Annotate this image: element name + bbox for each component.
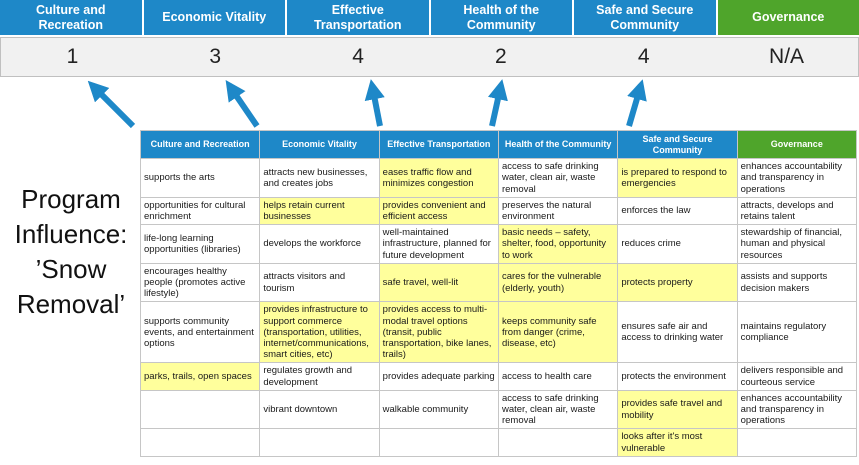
category-banner-cell: Governance [717, 0, 859, 35]
influence-arrow [87, 80, 136, 129]
program-influence-label: Program Influence: ’Snow Removal’ [2, 182, 140, 322]
matrix-row: life-long learning opportunities (librar… [139, 224, 858, 264]
matrix-cell: vibrant downtown [259, 389, 380, 430]
matrix-cell: enforces the law [617, 196, 738, 226]
matrix-column-header: Economic Vitality [259, 129, 380, 160]
matrix-cell: provides infrastructure to support comme… [259, 301, 380, 364]
matrix-cell: cares for the vulnerable (elderly, youth… [497, 262, 619, 303]
matrix-cell: parks, trails, open spaces [139, 362, 261, 391]
matrix-row: supports the arts attracts new businesses… [139, 158, 858, 198]
matrix-cell: opportunities for cultural enrichment [139, 196, 261, 226]
matrix-cell: enhances accountability and transparency… [736, 389, 858, 430]
matrix-row: looks after it's most vulnerable [139, 428, 858, 457]
program-influence-label-line: Removal’ [16, 289, 126, 320]
matrix-cell [497, 428, 619, 457]
matrix-row: opportunities for cultural enrichment hel… [139, 196, 858, 226]
matrix-row: parks, trails, open spaces regulates grow… [139, 362, 858, 391]
matrix-cell [259, 428, 380, 457]
matrix-cell: access to health care [497, 362, 619, 391]
matrix-cell: provides convenient and efficient access [378, 196, 499, 226]
matrix-column-header: Effective Transportation [378, 129, 499, 160]
matrix-cell: supports the arts [139, 158, 261, 198]
score-value: 3 [209, 45, 222, 68]
matrix-cell: provides safe travel and mobility [617, 389, 738, 430]
matrix-column-header: Health of the Community [497, 129, 619, 160]
matrix-cell: reduces crime [617, 224, 738, 264]
matrix-row: encourages healthy people (promotes acti… [139, 262, 858, 303]
score-value: 1 [66, 45, 79, 68]
matrix-cell: encourages healthy people (promotes acti… [139, 262, 261, 303]
matrix-column-header: Governance [736, 129, 858, 160]
matrix-row: vibrant downtown walkable community access… [139, 389, 858, 430]
category-banner: Culture and Recreation Economic Vitality E… [0, 0, 859, 35]
matrix-header-row: Culture and Recreation Economic Vitality E… [139, 129, 858, 160]
matrix-cell [139, 389, 261, 430]
matrix-row: supports community events, and entertain… [139, 301, 858, 364]
matrix-cell: preserves the natural environment [497, 196, 619, 226]
score-band: 1 3 4 2 4 N/A [0, 37, 859, 77]
matrix-cell: helps retain current businesses [259, 196, 380, 226]
score-value: 2 [495, 45, 507, 68]
matrix-cell: delivers responsible and courteous servi… [736, 362, 858, 391]
matrix-column-header: Culture and Recreation [139, 129, 261, 160]
matrix-cell: walkable community [378, 389, 499, 430]
matrix-cell: develops the workforce [259, 224, 380, 264]
matrix-cell: ensures safe air and access to drinking … [617, 301, 738, 364]
matrix-cell: regulates growth and development [259, 362, 380, 391]
matrix-cell: basic needs – safety, shelter, food, opp… [497, 224, 619, 264]
matrix-cell: provides access to multi-modal travel op… [378, 301, 499, 364]
score-value: 4 [352, 45, 364, 68]
influence-arrow [487, 79, 508, 127]
matrix-cell: access to safe drinking water, clean air… [497, 158, 619, 198]
influence-matrix: Culture and Recreation Economic Vitality E… [139, 129, 858, 457]
influence-arrow [364, 79, 385, 127]
matrix-cell [736, 428, 858, 457]
matrix-cell: looks after it's most vulnerable [617, 428, 738, 457]
matrix-cell: attracts new businesses, and creates job… [259, 158, 380, 198]
matrix-cell: eases traffic flow and minimizes congest… [378, 158, 499, 198]
category-banner-cell: Health of the Community [430, 0, 572, 35]
matrix-cell [378, 428, 499, 457]
matrix-cell: provides adequate parking [378, 362, 499, 391]
program-influence-label-line: Program [21, 184, 121, 214]
matrix-cell: attracts visitors and tourism [259, 262, 380, 303]
matrix-cell: protects the environment [617, 362, 738, 391]
program-influence-label-line: Influence: [14, 219, 128, 250]
category-banner-cell: Economic Vitality [143, 0, 285, 35]
influence-arrow [626, 79, 647, 127]
matrix-cell: is prepared to respond to emergencies [617, 158, 738, 198]
matrix-cell: well-maintained infrastructure, planned … [378, 224, 499, 264]
matrix-cell: enhances accountability and transparency… [736, 158, 858, 198]
matrix-cell: keeps community safe from danger (crime,… [497, 301, 619, 364]
matrix-cell: protects property [617, 262, 738, 303]
matrix-cell: maintains regulatory compliance [736, 301, 858, 364]
matrix-cell [139, 428, 261, 457]
matrix-cell: safe travel, well-lit [378, 262, 499, 303]
matrix-cell: assists and supports decision makers [736, 262, 858, 303]
matrix-body: supports the arts attracts new businesses… [139, 158, 858, 457]
matrix-cell: supports community events, and entertain… [139, 301, 261, 364]
matrix-cell: attracts, develops and retains talent [736, 196, 858, 226]
matrix-cell: life-long learning opportunities (librar… [139, 224, 261, 264]
category-banner-cell: Effective Transportation [287, 0, 429, 35]
score-value: 4 [637, 45, 650, 68]
influence-arrow [225, 80, 260, 128]
matrix-column-header: Safe and Secure Community [617, 129, 738, 160]
category-banner-cell: Culture and Recreation [0, 0, 142, 35]
matrix-cell: stewardship of financial, human and phys… [736, 224, 858, 264]
program-influence-label-line: ’Snow [35, 254, 107, 285]
matrix-cell: access to safe drinking water, clean air… [497, 389, 619, 430]
score-value: N/A [769, 45, 805, 68]
category-banner-cell: Safe and Secure Community [574, 0, 716, 35]
influence-arrows [87, 79, 647, 129]
